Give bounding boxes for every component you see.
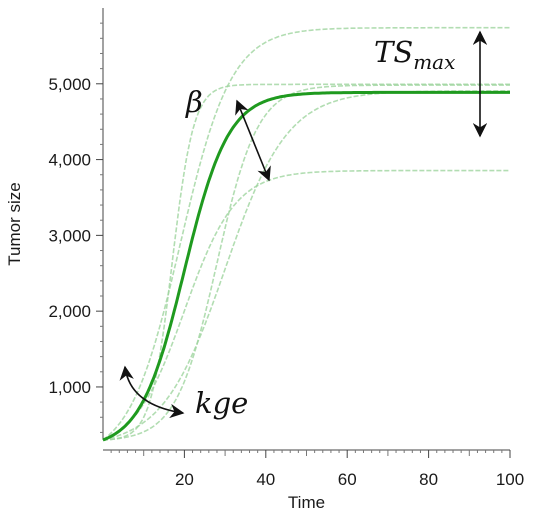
series-line-main (102, 90, 510, 442)
beta-arrow (235, 99, 271, 182)
x-tick-label: 60 (338, 470, 357, 489)
x-tick-label: 20 (175, 470, 194, 489)
tsmax-subscript: max (413, 50, 455, 74)
axes: 1,000 2,000 3,000 4,000 5,000 20 40 60 80 100 Time… (5, 8, 524, 512)
tsmax-label: TSmax (374, 35, 455, 74)
y-axis-title: Tumor size (5, 182, 24, 265)
y-tick-label: 2,000 (48, 302, 91, 321)
kge-label: kge (195, 386, 248, 420)
x-axis-title: Time (288, 493, 325, 512)
kge-arrow (119, 365, 185, 419)
y-tick-label: 1,000 (48, 378, 91, 397)
series-layer (102, 26, 510, 442)
series-line-faint (102, 26, 510, 441)
y-tick-label: 5,000 (48, 75, 91, 94)
series-line-faint (102, 90, 510, 441)
beta-label: β (185, 85, 203, 119)
annotations: TSmax β kge (119, 30, 488, 420)
y-tick-label: 3,000 (48, 226, 91, 245)
x-tick-label: 40 (256, 470, 275, 489)
series-line-faint (102, 169, 510, 441)
series-line-faint (102, 84, 510, 441)
series-line-faint (102, 83, 510, 441)
y-tick-label: 4,000 (48, 151, 91, 170)
x-tick-label: 100 (496, 470, 524, 489)
x-tick-label: 80 (419, 470, 438, 489)
